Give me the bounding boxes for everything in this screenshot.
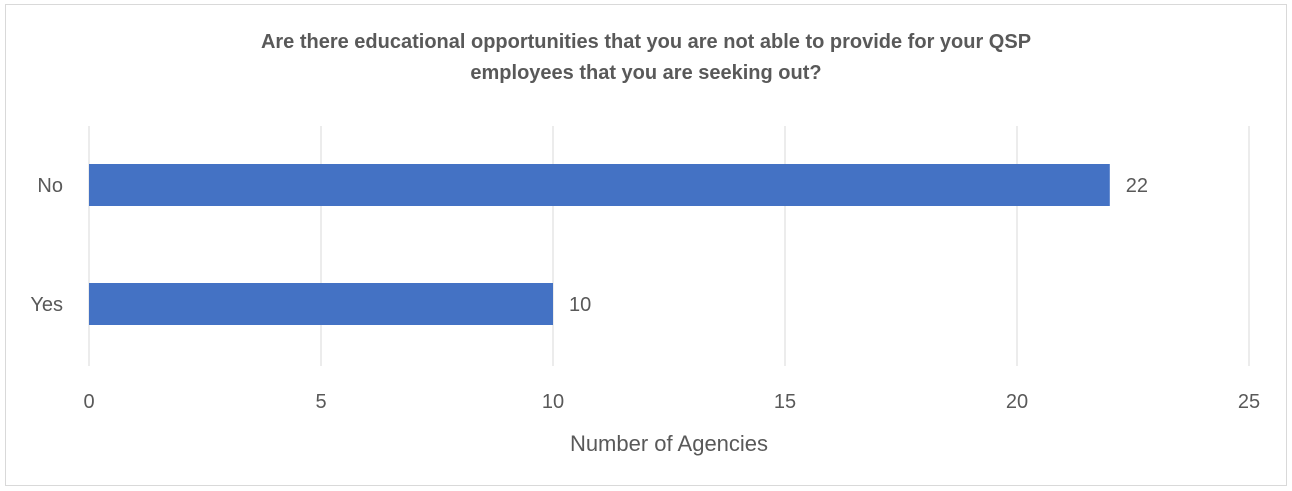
x-tick-label-15: 15 — [774, 391, 796, 413]
bar-yes — [89, 283, 553, 325]
x-tick-label-25: 25 — [1238, 391, 1260, 413]
x-tick-label-5: 5 — [315, 391, 326, 413]
x-tick-label-20: 20 — [1006, 391, 1028, 413]
x-tick-label-0: 0 — [83, 391, 94, 413]
chart-title-line-1: Are there educational opportunities that… — [260, 31, 1032, 53]
chart-frame — [5, 4, 1287, 486]
bar-no — [89, 164, 1110, 206]
category-label-no: No — [37, 175, 63, 197]
chart-title-line-2: employees that you are seeking out? — [470, 62, 822, 84]
x-tick-label-10: 10 — [542, 391, 564, 413]
data-label-yes: 10 — [569, 294, 591, 316]
data-label-no: 22 — [1126, 175, 1148, 197]
x-axis-title: Number of Agencies — [570, 431, 768, 456]
chart-title: Are there educational opportunities that… — [0, 27, 1292, 89]
category-label-yes: Yes — [30, 294, 63, 316]
